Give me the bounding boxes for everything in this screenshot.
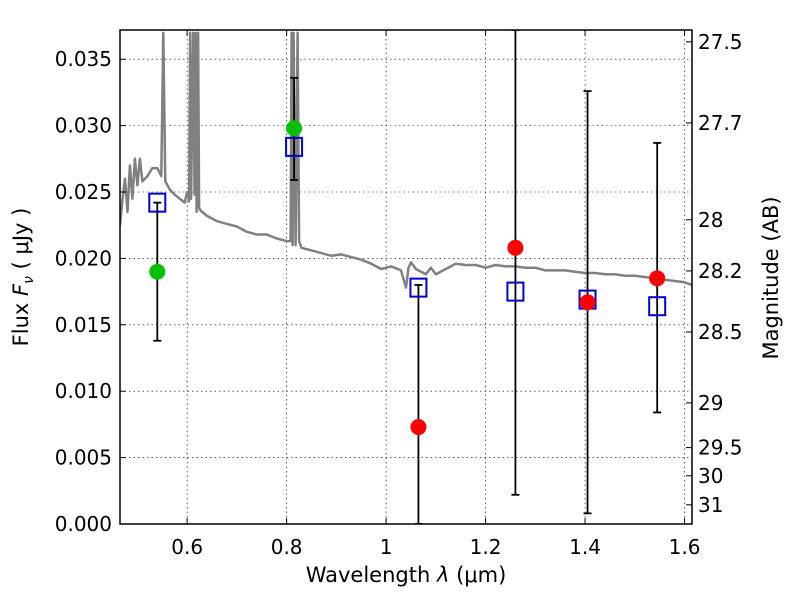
x-axis-label: Wavelength λ (μm) <box>306 563 507 587</box>
y-axis-label: Flux Fν ( μJy ) <box>9 208 37 347</box>
plot-frame <box>119 29 693 525</box>
y-tick-label: 0.015 <box>55 313 112 337</box>
y2-axis-label: Magnitude (AB) <box>759 196 783 359</box>
model-photometry-square <box>148 192 167 213</box>
y2-tick-label: 27.5 <box>698 30 743 54</box>
y2-tick-label: 31 <box>698 493 723 517</box>
upper-limit-point <box>649 270 666 287</box>
spectrum-layer <box>120 31 692 289</box>
x-tick-label: 1.4 <box>569 535 601 559</box>
model-photometry-square <box>506 281 525 302</box>
y2-tick-label: 29 <box>698 391 723 415</box>
x-tick-label: 0.8 <box>271 535 303 559</box>
y2-tick-label: 28.2 <box>698 259 743 283</box>
axis-ticks: 0.6 0.8 1 1.2 1.4 1.6 0.000 0.005 0.010 0.015 0.02… <box>55 30 743 559</box>
y2-tick-label: 28 <box>698 208 723 232</box>
y-tick-label: 0.005 <box>55 446 112 470</box>
y-tick-label: 0.000 <box>55 512 112 536</box>
detection-point <box>286 120 303 137</box>
marker-layer <box>148 120 667 436</box>
detection-point <box>149 263 166 280</box>
model-photometry-square <box>648 296 667 317</box>
y2-tick-label: 27.7 <box>698 111 743 135</box>
spectrum-line <box>120 31 692 289</box>
model-photometry-square <box>285 136 304 157</box>
upper-limit-point <box>507 239 524 256</box>
y-tick-label: 0.020 <box>55 246 112 270</box>
y2-tick-label: 29.5 <box>698 436 743 460</box>
y2-tick-label: 28.5 <box>698 320 743 344</box>
grid-lines <box>120 30 692 525</box>
y-tick-label: 0.030 <box>55 114 112 138</box>
y2-tick-label: 30 <box>698 464 723 488</box>
model-photometry-square <box>409 277 428 298</box>
upper-limit-point <box>410 419 427 436</box>
x-tick-label: 1.2 <box>470 535 502 559</box>
y-tick-label: 0.025 <box>55 180 112 204</box>
y-tick-label: 0.035 <box>55 47 112 71</box>
x-tick-label: 1 <box>380 535 393 559</box>
x-tick-label: 0.6 <box>171 535 203 559</box>
upper-limit-point <box>579 294 596 311</box>
x-tick-label: 1.6 <box>669 535 701 559</box>
y-tick-label: 0.010 <box>55 379 112 403</box>
